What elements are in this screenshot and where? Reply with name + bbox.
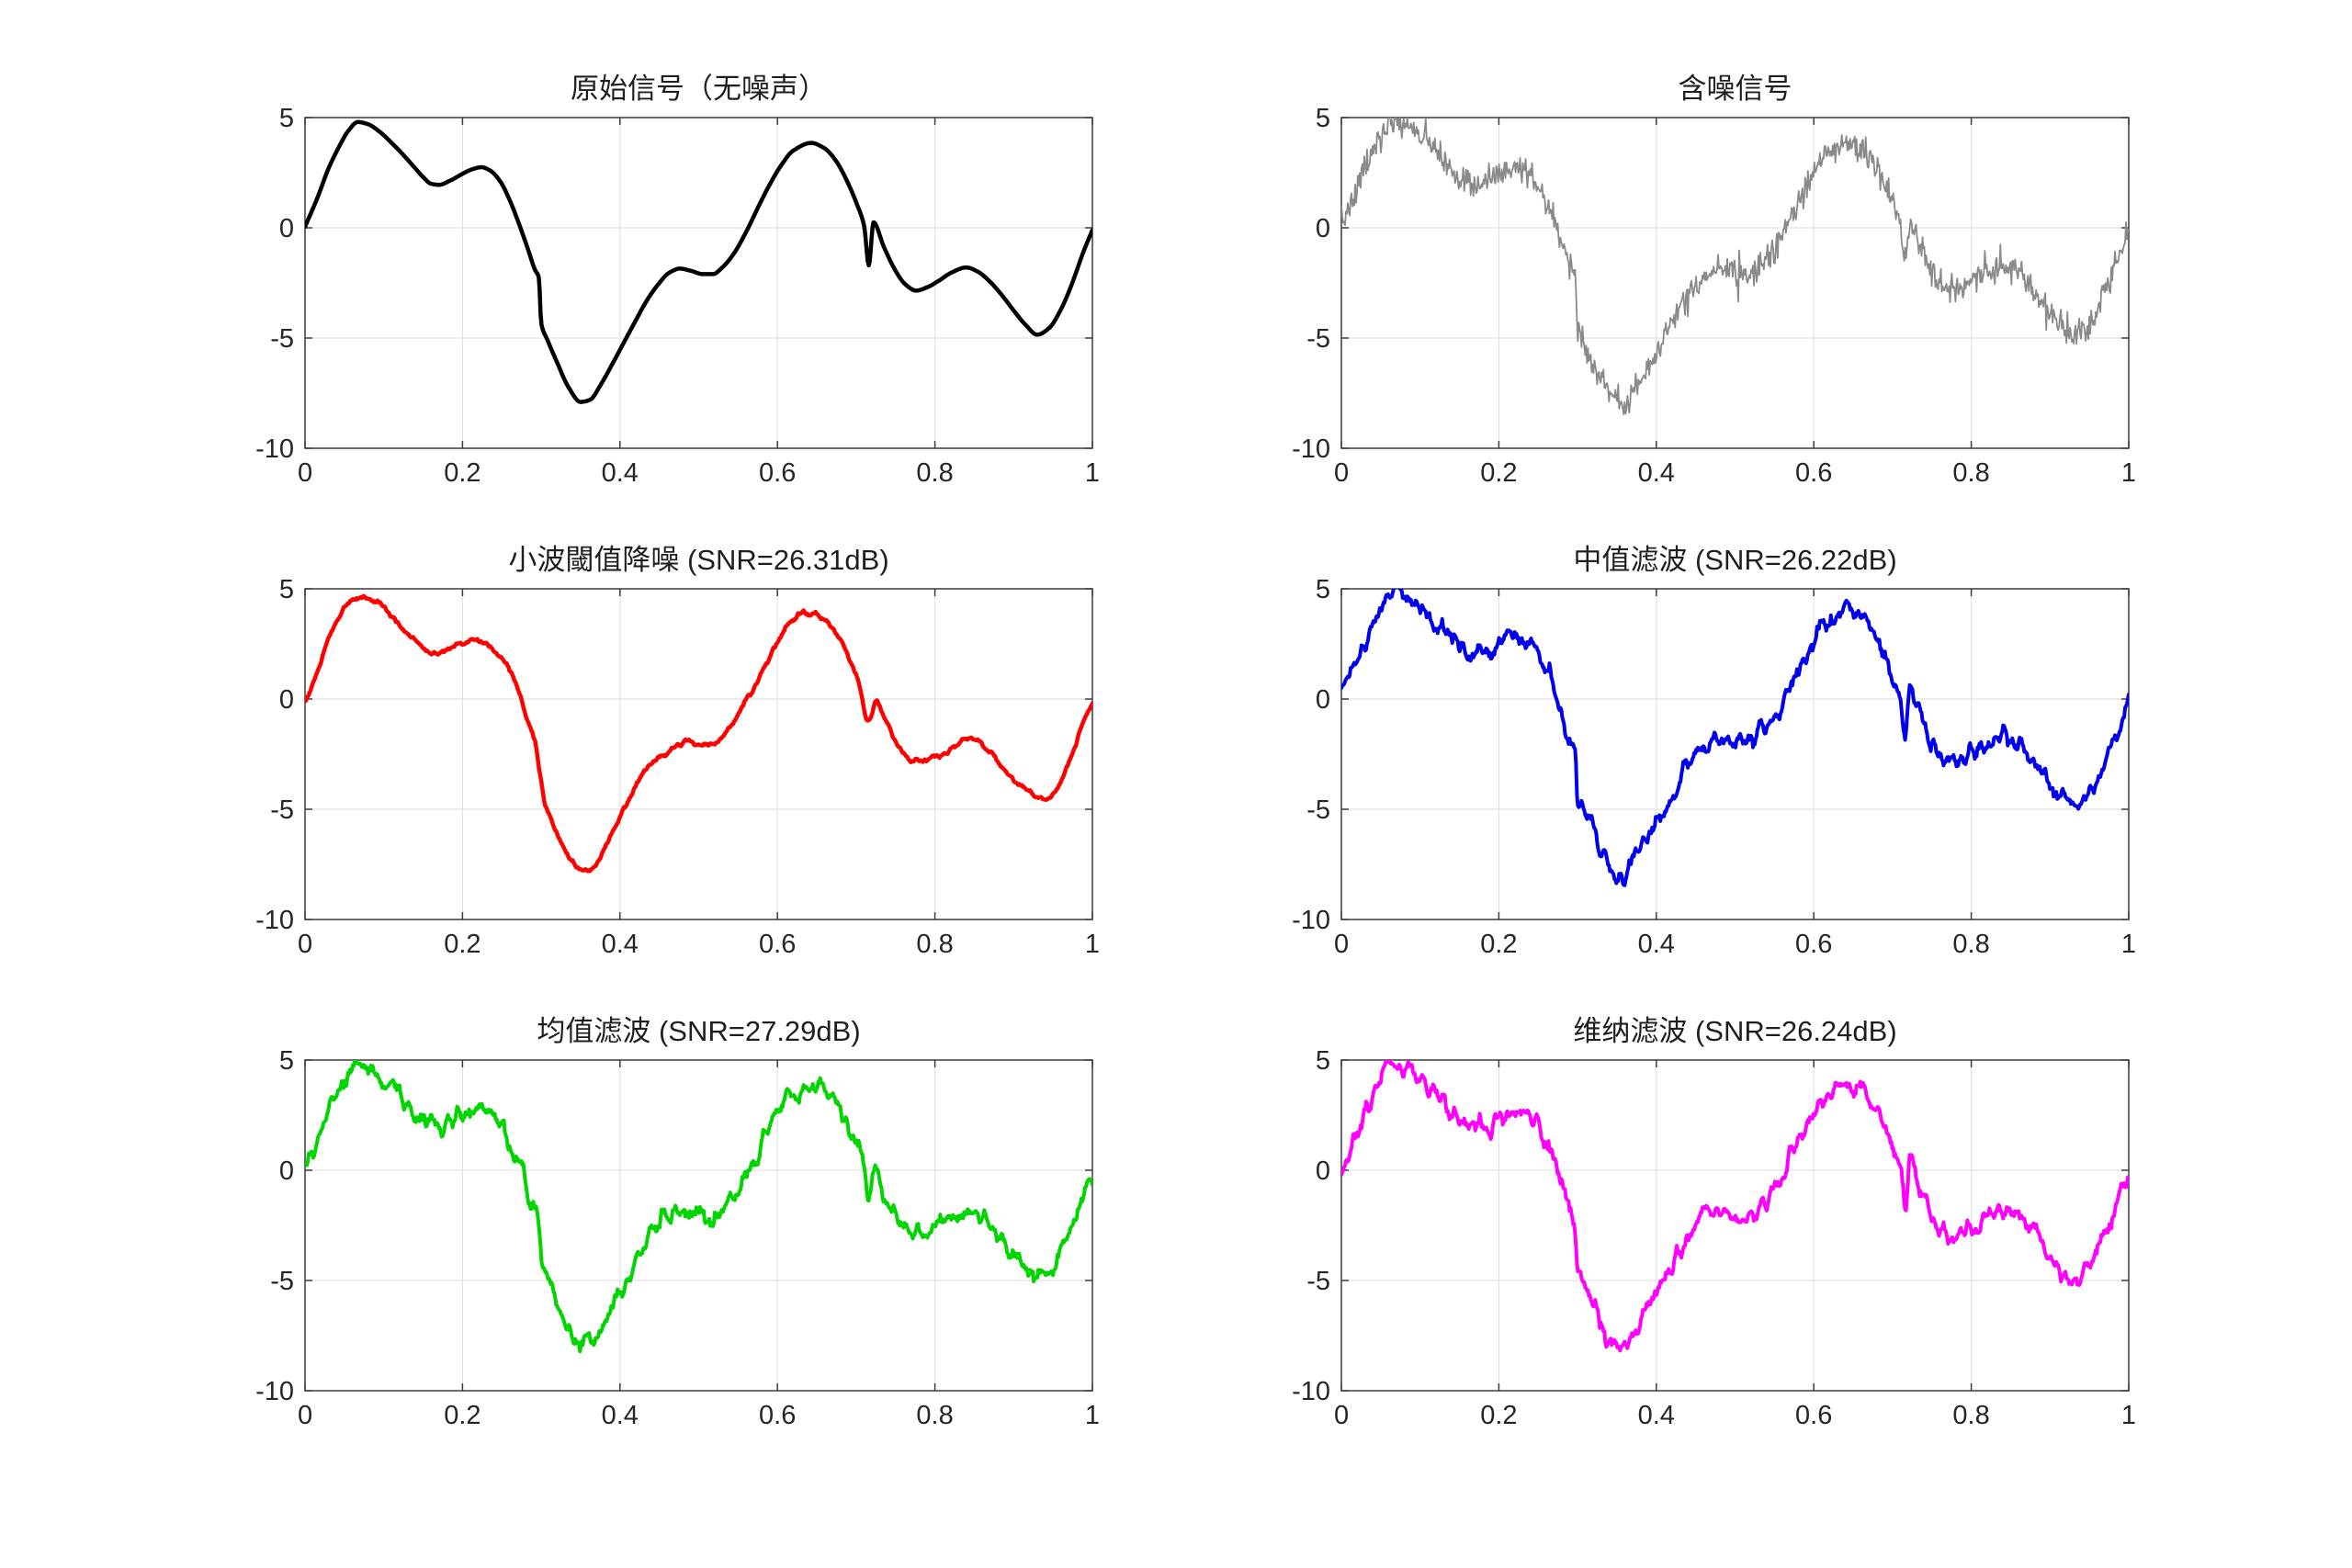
- x-tick-label: 0: [298, 1401, 312, 1430]
- x-tick-label: 0.4: [1638, 1401, 1675, 1430]
- x-tick-label: 1: [2121, 1401, 2136, 1430]
- axes-box: [1340, 1059, 2130, 1392]
- y-tick-label: -10: [1292, 1377, 1330, 1406]
- x-tick-label: 1: [1085, 458, 1100, 488]
- subplot-mean: 均值滤波 (SNR=27.29dB) 0 0.2 0.4 0.6 0.8 1 5 0 -5 -10: [255, 1015, 1100, 1430]
- axes-box: [304, 588, 1093, 920]
- x-tick-label: 0: [298, 458, 312, 488]
- x-tick-label: 0.8: [1952, 930, 1989, 959]
- x-tick-label: 0.8: [916, 1401, 953, 1430]
- x-tick-label: 0.6: [1795, 458, 1832, 488]
- axes-box: [1340, 588, 2130, 920]
- subplot-original: 原始信号（无噪声） 0 0.2 0.4 0.6 0.8 1 5 0 -5 -10: [255, 73, 1100, 488]
- x-tick-label: 0.8: [916, 930, 953, 959]
- plot-area-noisy: 0 0.2 0.4 0.6 0.8 1 5 0 -5 -10: [1292, 104, 2136, 488]
- subplot-noisy: 含噪信号 0 0.2 0.4 0.6 0.8 1 5 0 -5 -10: [1292, 73, 2136, 488]
- y-tick-label: -5: [270, 795, 294, 825]
- x-tick-label: 0.8: [916, 458, 953, 488]
- y-tick-label: -10: [255, 434, 294, 464]
- y-tick-label: -10: [255, 1377, 294, 1406]
- axes-box: [1340, 117, 2130, 449]
- y-tick-label: 0: [279, 685, 294, 715]
- x-tick-label: 0.6: [759, 930, 796, 959]
- x-tick-label: 0.4: [602, 930, 639, 959]
- subplot-wavelet: 小波閾值降噪 (SNR=26.31dB) 0 0.2 0.4 0.6 0.8 1 5 0 -5 -…: [255, 544, 1100, 959]
- x-tick-label: 0.6: [759, 458, 796, 488]
- y-tick-label: 0: [1316, 214, 1330, 243]
- x-tick-label: 0: [298, 930, 312, 959]
- x-tick-label: 0: [1334, 458, 1349, 488]
- plot-area-mean: 0 0.2 0.4 0.6 0.8 1 5 0 -5 -10: [255, 1046, 1100, 1430]
- plot-area-original: 0 0.2 0.4 0.6 0.8 1 5 0 -5 -10: [255, 104, 1100, 488]
- y-tick-label: 0: [279, 1156, 294, 1186]
- x-tick-label: 0.4: [1638, 458, 1675, 488]
- signal-line-original: [305, 119, 1092, 404]
- subplot-title: 中值滤波 (SNR=26.22dB): [1573, 544, 1897, 576]
- y-tick-label: -10: [1292, 906, 1330, 935]
- y-tick-label: -5: [1306, 324, 1330, 354]
- x-tick-label: 0.2: [444, 1401, 481, 1430]
- axes-box: [304, 117, 1093, 449]
- x-tick-label: 0.6: [759, 1401, 796, 1430]
- subplot-title: 小波閾值降噪 (SNR=26.31dB): [508, 544, 889, 576]
- subplot-title: 维纳滤波 (SNR=26.24dB): [1573, 1015, 1897, 1047]
- y-tick-label: 5: [279, 104, 294, 133]
- signal-line-wiener: [1341, 1060, 2129, 1353]
- x-tick-label: 1: [2121, 458, 2136, 488]
- x-tick-label: 0.8: [1952, 458, 1989, 488]
- x-tick-label: 1: [1085, 930, 1100, 959]
- x-tick-label: 0.4: [602, 458, 639, 488]
- subplot-wiener: 维纳滤波 (SNR=26.24dB) 0 0.2 0.4 0.6 0.8 1 5 0 -5 -10: [1292, 1015, 2136, 1430]
- signal-line-noisy: [1341, 118, 2129, 415]
- y-tick-label: 5: [1316, 104, 1330, 133]
- y-tick-label: 5: [279, 575, 294, 604]
- x-tick-label: 0.4: [1638, 930, 1675, 959]
- x-tick-label: 0.6: [1795, 930, 1832, 959]
- y-tick-label: -5: [270, 1267, 294, 1296]
- subplot-title: 含噪信号: [1678, 73, 1792, 105]
- y-tick-label: -5: [1306, 795, 1330, 825]
- y-tick-label: 0: [1316, 1156, 1330, 1186]
- y-tick-label: -10: [255, 906, 294, 935]
- x-tick-label: 0.2: [1480, 458, 1517, 488]
- x-tick-label: 1: [2121, 930, 2136, 959]
- x-tick-label: 0.2: [444, 930, 481, 959]
- y-tick-label: 5: [279, 1046, 294, 1076]
- y-tick-label: 0: [1316, 685, 1330, 715]
- x-tick-label: 0.4: [602, 1401, 639, 1430]
- y-tick-label: 5: [1316, 1046, 1330, 1076]
- x-tick-label: 0: [1334, 1401, 1349, 1430]
- signal-line-mean: [305, 1060, 1092, 1354]
- signal-line-median: [1341, 589, 2129, 887]
- x-tick-label: 0.2: [1480, 930, 1517, 959]
- axes-box: [304, 1059, 1093, 1392]
- x-tick-label: 0: [1334, 930, 1349, 959]
- y-tick-label: -10: [1292, 434, 1330, 464]
- subplot-title: 原始信号（无噪声）: [571, 73, 827, 105]
- y-tick-label: -5: [1306, 1267, 1330, 1296]
- y-tick-label: 0: [279, 214, 294, 243]
- y-tick-label: 5: [1316, 575, 1330, 604]
- plot-area-median: 0 0.2 0.4 0.6 0.8 1 5 0 -5 -10: [1292, 575, 2136, 959]
- x-tick-label: 0.2: [1480, 1401, 1517, 1430]
- plot-area-wiener: 0 0.2 0.4 0.6 0.8 1 5 0 -5 -10: [1292, 1046, 2136, 1430]
- subplot-title: 均值滤波 (SNR=27.29dB): [537, 1015, 861, 1047]
- x-tick-label: 0.6: [1795, 1401, 1832, 1430]
- subplot-median: 中值滤波 (SNR=26.22dB) 0 0.2 0.4 0.6 0.8 1 5 0 -5 -10: [1292, 544, 2136, 959]
- signal-line-wavelet: [305, 593, 1092, 874]
- x-tick-label: 1: [1085, 1401, 1100, 1430]
- y-tick-label: -5: [270, 324, 294, 354]
- x-tick-label: 0.8: [1952, 1401, 1989, 1430]
- x-tick-label: 0.2: [444, 458, 481, 488]
- plot-area-wavelet: 0 0.2 0.4 0.6 0.8 1 5 0 -5 -10: [255, 575, 1100, 959]
